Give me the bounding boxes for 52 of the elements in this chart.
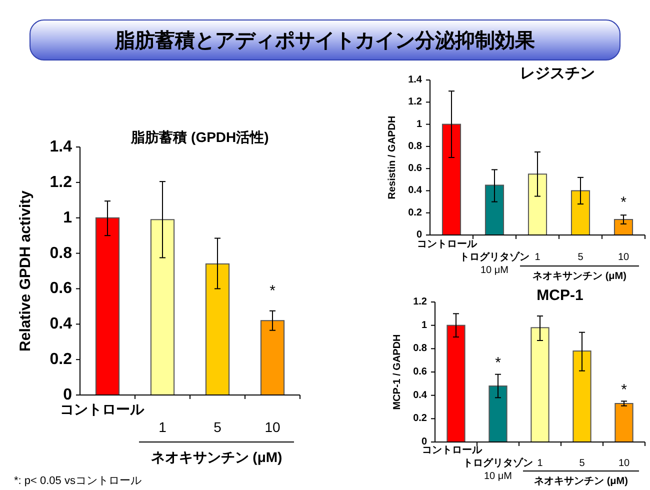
annotation: *: [270, 282, 276, 300]
chart-title: 脂肪蓄積とアディポサイトカイン分泌抑制効果: [114, 29, 536, 52]
y-tick-label: 0.6: [408, 163, 422, 174]
y-tick-label: 0.6: [413, 366, 428, 378]
y-tick-label: 1: [416, 118, 422, 130]
x-tick-label: コントロール: [422, 445, 483, 456]
y-tick-label: 0.4: [408, 185, 422, 196]
y-axis-title: Relative GPDH activity: [17, 190, 34, 352]
annotation: *: [620, 194, 627, 212]
chart-subtitle: 脂肪蓄積 (GPDH活性): [130, 129, 269, 145]
x-tick-label: 1: [534, 252, 541, 263]
y-tick-label: 1.4: [408, 74, 422, 86]
x-tick-label: コントロール: [417, 239, 478, 250]
x-tick-label: 5: [578, 252, 584, 263]
x-tick-label: コントロール: [60, 401, 145, 417]
text: ネオキサンチン (μM): [150, 449, 282, 465]
y-axis-title: MCP-1 / GAPDH: [392, 334, 403, 410]
y-tick-label: 0.2: [50, 351, 72, 368]
y-tick-label: 1.2: [50, 174, 72, 191]
x-tick-label: トログリタゾン 10 μM: [463, 457, 533, 482]
x-tick-label: 10: [618, 458, 630, 469]
text: ネオキサンチン (μM): [534, 476, 628, 487]
x-tick-label: トログリタゾン 10 μM: [460, 251, 530, 276]
x-tick-label: 5: [579, 458, 586, 469]
y-tick-label: 0: [63, 386, 72, 404]
annotation: *: [495, 354, 502, 372]
x-tick-label: 5: [214, 419, 222, 435]
y-tick-label: 1: [421, 320, 428, 331]
chart-title: MCP-1: [536, 287, 584, 304]
y-tick-label: 0.4: [50, 316, 72, 333]
y-tick-label: 0.4: [413, 390, 428, 401]
y-tick-label: 0.2: [408, 207, 422, 218]
y-tick-label: 1.4: [50, 138, 72, 156]
text: *: p< 0.05 vsコントロール: [14, 475, 142, 487]
y-tick-label: 0.8: [408, 140, 422, 152]
annotation: *: [621, 381, 628, 398]
y-tick-label: 1.2: [413, 296, 428, 308]
y-tick-label: 0.6: [50, 280, 72, 298]
y-tick-label: 0.8: [50, 244, 72, 262]
chart-title: レジスチン: [520, 65, 595, 82]
text: ネオキサンチン (μM): [532, 271, 626, 282]
y-tick-label: 0: [421, 436, 428, 448]
y-tick-label: 1: [63, 209, 72, 226]
y-tick-label: 0.8: [413, 343, 428, 354]
y-tick-label: 0.2: [413, 413, 428, 424]
x-tick-label: 1: [537, 458, 544, 469]
x-tick-label: 1: [158, 419, 167, 435]
x-tick-label: 10: [264, 419, 280, 435]
x-tick-label: 10: [618, 252, 630, 263]
y-axis-title: Resistin / GAPDH: [387, 116, 398, 200]
y-tick-label: 0: [416, 230, 422, 240]
y-tick-label: 1.2: [408, 96, 422, 108]
